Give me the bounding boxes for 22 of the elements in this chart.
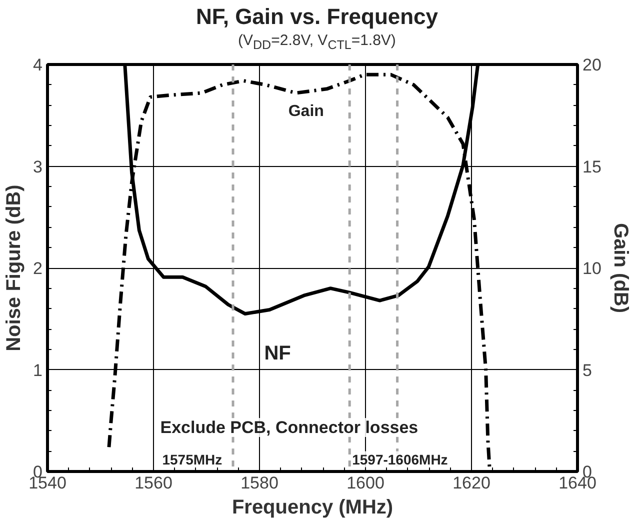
annotation: Gain (288, 102, 324, 120)
y-tick-label: 4 (33, 56, 43, 74)
y-tick-label: 1 (33, 360, 43, 380)
y-tick-label: 3 (33, 157, 43, 176)
x-tick-label: 1600 (346, 474, 384, 492)
annotation: Exclude PCB, Connector losses (160, 418, 418, 438)
x-tick-label: 1580 (240, 474, 278, 492)
y2-tick-label: 20 (582, 56, 602, 74)
y2-tick-label: 10 (582, 259, 602, 278)
chart-subtitle: (V$_{DD}$=2.8V, V$_{CTL}$=1.8V) (237, 32, 397, 52)
annotation: 1575MHz (162, 451, 222, 468)
y2-tick-label: 5 (582, 360, 592, 380)
x-axis-title: Frequency (MHz) (232, 496, 394, 518)
annotation: NF (264, 342, 291, 364)
y-axis-title: Noise Figure (dB) (3, 184, 26, 352)
x-tick-label: 1620 (452, 474, 490, 492)
annotation: 1597-1606MHz (352, 451, 448, 468)
y2-axis-title: Gain (dB) (609, 223, 632, 314)
chart-title: NF, Gain vs. Frequency (196, 4, 438, 30)
y-tick-label: 2 (33, 259, 43, 278)
y2-tick-label: 15 (582, 157, 602, 176)
x-tick-label: 1560 (134, 474, 172, 492)
